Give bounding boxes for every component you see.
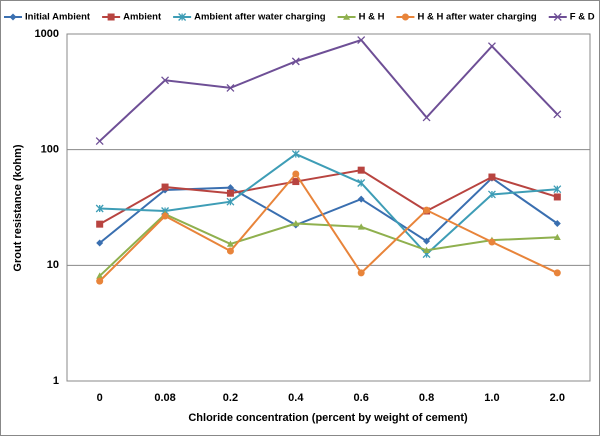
- marker: [226, 240, 234, 247]
- y-tick-label: 1000: [35, 28, 59, 40]
- legend-label: H & H after water charging: [417, 12, 536, 23]
- marker: [357, 269, 365, 277]
- marker: [96, 239, 104, 247]
- legend-item: F & D: [548, 12, 595, 23]
- marker: [357, 223, 365, 230]
- legend-label: Ambient: [123, 12, 162, 23]
- marker: [226, 189, 234, 197]
- marker: [226, 247, 234, 255]
- marker: [357, 195, 365, 203]
- marker: [357, 179, 366, 187]
- legend-label: F & D: [570, 12, 595, 23]
- marker: [226, 83, 235, 92]
- marker: [291, 150, 300, 159]
- legend-label: Initial Ambient: [25, 12, 91, 23]
- marker: [423, 206, 431, 214]
- series-line: [99, 176, 558, 244]
- series-line: [99, 152, 558, 256]
- marker: [357, 36, 366, 44]
- marker: [226, 197, 235, 206]
- marker: [292, 219, 300, 227]
- marker: [553, 185, 562, 194]
- marker: [487, 190, 496, 199]
- marker: [553, 219, 561, 227]
- x-tick-label: 2.0: [550, 392, 565, 404]
- marker: [96, 220, 104, 228]
- legend-label: Ambient after water charging: [194, 12, 326, 23]
- marker: [95, 204, 104, 213]
- marker: [161, 212, 169, 220]
- marker: [553, 233, 561, 241]
- legend-item: Ambient after water charging: [173, 12, 326, 23]
- marker: [553, 110, 562, 119]
- y-tick-label: 1: [53, 375, 59, 387]
- legend-marker: [9, 13, 17, 21]
- marker: [96, 277, 104, 285]
- marker: [423, 246, 431, 254]
- x-axis-label: Chloride concentration (percent by weigh…: [188, 412, 468, 424]
- marker: [487, 42, 496, 51]
- marker: [292, 170, 300, 178]
- x-tick-label: 0.08: [154, 392, 175, 404]
- x-tick-label: 0: [97, 392, 103, 404]
- legend-item: Ambient: [102, 12, 162, 23]
- marker: [422, 113, 431, 122]
- y-tick-label: 100: [41, 144, 59, 156]
- legend-marker: [178, 13, 187, 21]
- legend-item: H & H after water charging: [396, 12, 537, 23]
- marker: [161, 76, 170, 85]
- series-line: [99, 169, 558, 226]
- legend-label: H & H: [359, 12, 385, 23]
- marker: [96, 272, 104, 279]
- x-tick-label: 0.2: [223, 392, 238, 404]
- x-tick-label: 0.6: [354, 392, 369, 404]
- marker: [423, 237, 431, 245]
- y-tick-label: 10: [47, 259, 59, 271]
- marker: [95, 137, 104, 146]
- marker: [161, 183, 169, 191]
- x-tick-label: 0.4: [288, 392, 304, 404]
- marker: [488, 173, 496, 181]
- marker: [553, 269, 561, 277]
- x-tick-label: 0.8: [419, 392, 434, 404]
- marker: [488, 238, 496, 246]
- series-line: [99, 38, 559, 142]
- marker: [291, 57, 300, 66]
- marker: [292, 178, 300, 186]
- legend-marker: [107, 13, 115, 21]
- legend-item: Initial Ambient: [4, 12, 91, 23]
- legend-item: H & H: [337, 12, 385, 23]
- marker: [226, 184, 234, 192]
- legend-marker: [401, 13, 409, 21]
- series-line: [98, 172, 558, 282]
- y-axis-label: Grout resistance (kohm): [12, 144, 24, 271]
- marker: [553, 193, 561, 201]
- marker: [357, 166, 365, 174]
- legend-marker: [553, 13, 562, 21]
- x-tick-label: 1.0: [484, 392, 499, 404]
- legend-marker: [343, 13, 351, 20]
